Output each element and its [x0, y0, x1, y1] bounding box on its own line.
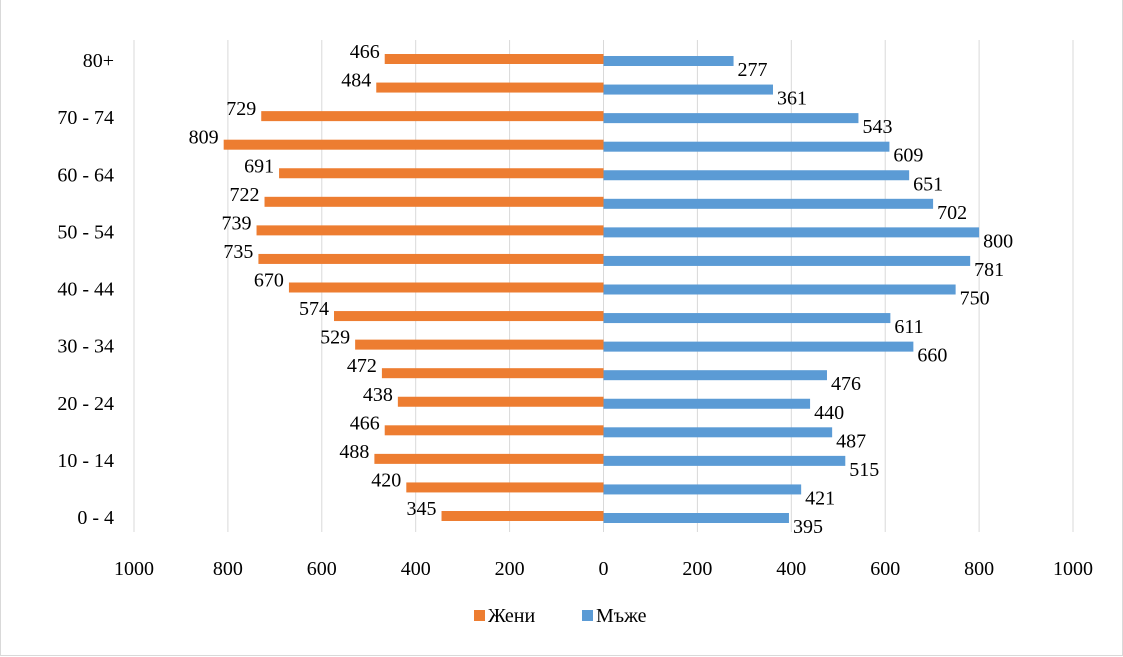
data-label-mazhe: 609: [893, 145, 923, 167]
bar-zheni: [355, 340, 603, 350]
data-label-zheni: 670: [254, 270, 284, 292]
data-label-zheni: 691: [244, 155, 274, 177]
x-tick-label: 200: [495, 558, 525, 580]
data-label-mazhe: 361: [777, 88, 807, 110]
data-label-zheni: 529: [320, 327, 350, 349]
data-label-zheni: 345: [407, 498, 437, 520]
data-label-zheni: 488: [339, 441, 369, 463]
x-tick-label: 1000: [114, 558, 154, 580]
x-tick-label: 400: [401, 558, 431, 580]
bar-zheni: [279, 168, 603, 178]
data-label-mazhe: 395: [793, 516, 823, 538]
bar-zheni: [385, 54, 604, 64]
bar-zheni: [406, 482, 603, 492]
data-label-mazhe: 277: [738, 59, 768, 81]
data-label-mazhe: 543: [862, 116, 892, 138]
data-label-zheni: 484: [341, 70, 371, 92]
data-label-mazhe: 611: [894, 316, 923, 338]
bar-mazhe: [604, 256, 971, 266]
legend-swatch-mazhe: [582, 610, 593, 621]
x-tick-label: 800: [213, 558, 243, 580]
bar-zheni: [289, 283, 604, 293]
data-label-mazhe: 781: [974, 259, 1004, 281]
data-label-mazhe: 750: [960, 288, 990, 310]
bar-zheni: [385, 425, 604, 435]
bar-zheni: [257, 225, 604, 235]
x-tick-label: 600: [870, 558, 900, 580]
x-tick-label: 1000: [1053, 558, 1093, 580]
data-label-zheni: 739: [222, 212, 252, 234]
data-label-mazhe: 702: [937, 202, 967, 224]
bar-mazhe: [604, 113, 859, 123]
data-label-zheni: 735: [223, 241, 253, 263]
bar-mazhe: [604, 170, 910, 180]
data-label-zheni: 809: [189, 127, 219, 149]
legend: Жени Мъже: [474, 605, 647, 627]
data-label-mazhe: 651: [913, 173, 943, 195]
y-tick-label: 80+: [83, 50, 114, 72]
bar-mazhe: [604, 227, 980, 237]
bar-mazhe: [604, 56, 734, 66]
x-tick-label: 400: [776, 558, 806, 580]
y-tick-label: 60 - 64: [57, 164, 114, 186]
bar-mazhe: [604, 313, 891, 323]
x-axis-labels: 1000 800 600 400 200 0 200 400 600 800 1000: [114, 558, 1093, 580]
x-tick-label: 600: [307, 558, 337, 580]
bar-mazhe: [604, 85, 773, 95]
y-tick-label: 70 - 74: [57, 107, 114, 129]
bar-zheni: [334, 311, 603, 321]
x-tick-label: 200: [682, 558, 712, 580]
legend-label-zheni: Жени: [488, 605, 535, 627]
data-label-mazhe: 660: [917, 345, 947, 367]
y-tick-label: 0 - 4: [77, 507, 114, 529]
data-label-mazhe: 476: [831, 373, 861, 395]
bar-mazhe: [604, 484, 802, 494]
bar-zheni: [382, 368, 604, 378]
data-label-zheni: 420: [371, 469, 401, 491]
bar-zheni: [261, 111, 603, 121]
y-axis-labels: 0 - 4 10 - 14 20 - 24 30 - 34 40 - 44 50 - 54…: [57, 50, 114, 529]
data-label-zheni: 466: [350, 412, 380, 434]
data-label-mazhe: 800: [983, 230, 1013, 252]
data-label-mazhe: 440: [814, 402, 844, 424]
y-tick-label: 30 - 34: [57, 336, 114, 358]
bar-mazhe: [604, 199, 934, 209]
x-tick-label: 800: [964, 558, 994, 580]
y-tick-label: 10 - 14: [57, 450, 114, 472]
data-label-zheni: 438: [363, 384, 393, 406]
data-label-mazhe: 487: [836, 430, 866, 452]
data-label-mazhe: 421: [805, 487, 835, 509]
y-tick-label: 20 - 24: [57, 393, 114, 415]
data-label-zheni: 729: [226, 98, 256, 120]
bar-zheni: [224, 140, 604, 150]
data-label-zheni: 722: [230, 184, 260, 206]
bar-mazhe: [604, 370, 827, 380]
y-tick-label: 50 - 54: [57, 221, 114, 243]
bar-zheni: [376, 83, 603, 93]
bar-mazhe: [604, 456, 846, 466]
legend-label-mazhe: Мъже: [596, 605, 647, 627]
bar-zheni: [265, 197, 604, 207]
bar-mazhe: [604, 399, 811, 409]
bar-mazhe: [604, 285, 956, 295]
x-tick-label: 0: [599, 558, 609, 580]
data-label-zheni: 472: [347, 355, 377, 377]
bar-mazhe: [604, 342, 914, 352]
bar-mazhe: [604, 427, 833, 437]
legend-swatch-zheni: [474, 610, 485, 621]
data-label-zheni: 574: [299, 298, 329, 320]
data-label-mazhe: 515: [849, 459, 879, 481]
bar-mazhe: [604, 142, 890, 152]
bar-mazhe: [604, 513, 789, 523]
bar-zheni: [398, 397, 604, 407]
bar-zheni: [442, 511, 604, 521]
y-tick-label: 40 - 44: [57, 279, 114, 301]
bar-zheni: [374, 454, 603, 464]
bar-zheni: [258, 254, 603, 264]
data-label-zheni: 466: [350, 41, 380, 63]
